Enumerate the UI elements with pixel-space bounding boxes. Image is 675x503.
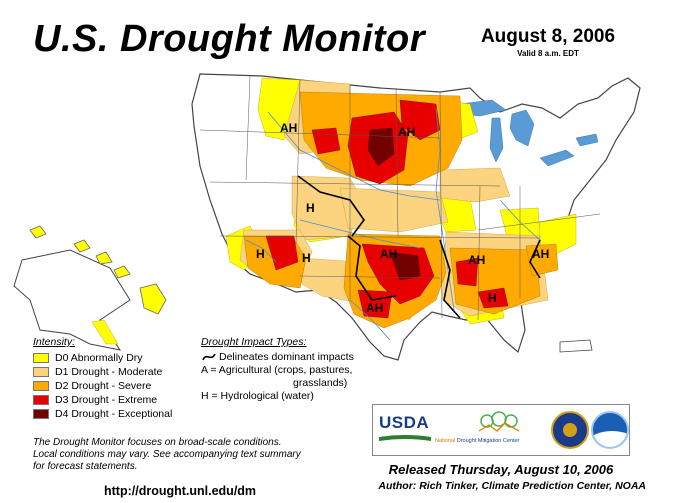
- state-boundaries: [199, 75, 601, 321]
- impact-line-row: Delineates dominant impacts: [201, 351, 376, 364]
- note-line: The Drought Monitor focuses on broad-sca…: [33, 437, 282, 448]
- impact-legend: Drought Impact Types: Delineates dominan…: [201, 336, 376, 403]
- impact-heading: Drought Impact Types:: [201, 336, 307, 348]
- release-date: Released Thursday, August 10, 2006: [388, 462, 614, 477]
- disclaimer-note: The Drought Monitor focuses on broad-sca…: [33, 437, 343, 473]
- legend-item-d3: D3 Drought - Extreme: [33, 393, 172, 407]
- website-url[interactable]: http://drought.unl.edu/dm: [104, 484, 257, 498]
- valid-time: Valid 8 a.m. EDT: [517, 49, 579, 58]
- partner-logos: USDA National Drought Mitigation Center: [372, 404, 630, 456]
- d3-swatch: [33, 395, 49, 405]
- d0-swatch: [33, 353, 49, 363]
- noaa-logo-icon: [591, 411, 629, 449]
- note-line: Local conditions may vary. See accompany…: [33, 449, 301, 460]
- usda-stripe-icon: [379, 435, 431, 441]
- impact-boundaries: [297, 175, 541, 319]
- legend-item-d1: D1 Drought - Moderate: [33, 365, 172, 379]
- map-label: AH: [280, 121, 297, 135]
- d4-swatch: [33, 409, 49, 419]
- map-label: AH: [366, 301, 383, 315]
- ndmc-prefix: National: [435, 438, 456, 444]
- d2-swatch: [33, 381, 49, 391]
- usda-text: USDA: [379, 413, 430, 432]
- map-label: H: [306, 201, 315, 215]
- map-label: H: [488, 291, 497, 305]
- ndmc-logo: National Drought Mitigation Center: [435, 411, 545, 451]
- legend-label: D4 Drought - Exceptional: [55, 408, 173, 420]
- map-label: AH: [380, 247, 397, 261]
- impact-line-icon: [202, 353, 216, 361]
- map-label: AH: [532, 247, 549, 261]
- impact-agricultural: A = Agricultural (crops, pastures,: [201, 364, 353, 376]
- map-label: H: [302, 251, 311, 265]
- map-label: H: [256, 247, 265, 261]
- usda-logo: USDA: [379, 413, 431, 447]
- legend-label: D3 Drought - Extreme: [55, 394, 158, 406]
- ndmc-name: Drought Mitigation Center: [456, 438, 520, 444]
- ndmc-tree-icon: [479, 411, 519, 432]
- alaska-d0: [91, 319, 119, 345]
- legend-item-d4: D4 Drought - Exceptional: [33, 407, 172, 421]
- note-line: for forecast statements.: [33, 461, 138, 472]
- doc-seal-icon: [551, 411, 589, 449]
- impact-line-label: Delineates dominant impacts: [219, 351, 354, 363]
- map-label: AH: [468, 253, 485, 267]
- intensity-heading: Intensity:: [33, 336, 76, 348]
- legend-label: D0 Abnormally Dry: [55, 352, 143, 364]
- intensity-legend: Intensity: D0 Abnormally Dry D1 Drought …: [33, 336, 172, 421]
- hawaii: [29, 225, 167, 315]
- legend-item-d0: D0 Abnormally Dry: [33, 351, 172, 365]
- impact-hydrological: H = Hydrological (water): [201, 390, 314, 402]
- map-label: AH: [398, 125, 415, 139]
- legend-item-d2: D2 Drought - Severe: [33, 379, 172, 393]
- ndmc-text: National Drought Mitigation Center: [435, 438, 519, 444]
- impact-agricultural-cont: grasslands): [293, 377, 348, 389]
- puerto-rico: [559, 339, 593, 353]
- d1-swatch: [33, 367, 49, 377]
- legend-label: D1 Drought - Moderate: [55, 366, 163, 378]
- map-date: August 8, 2006: [480, 26, 616, 47]
- map-title: U.S. Drought Monitor: [33, 18, 426, 60]
- legend-label: D2 Drought - Severe: [55, 380, 152, 392]
- d4-areas: [367, 127, 421, 281]
- author-credit: Author: Rich Tinker, Climate Prediction …: [378, 480, 646, 492]
